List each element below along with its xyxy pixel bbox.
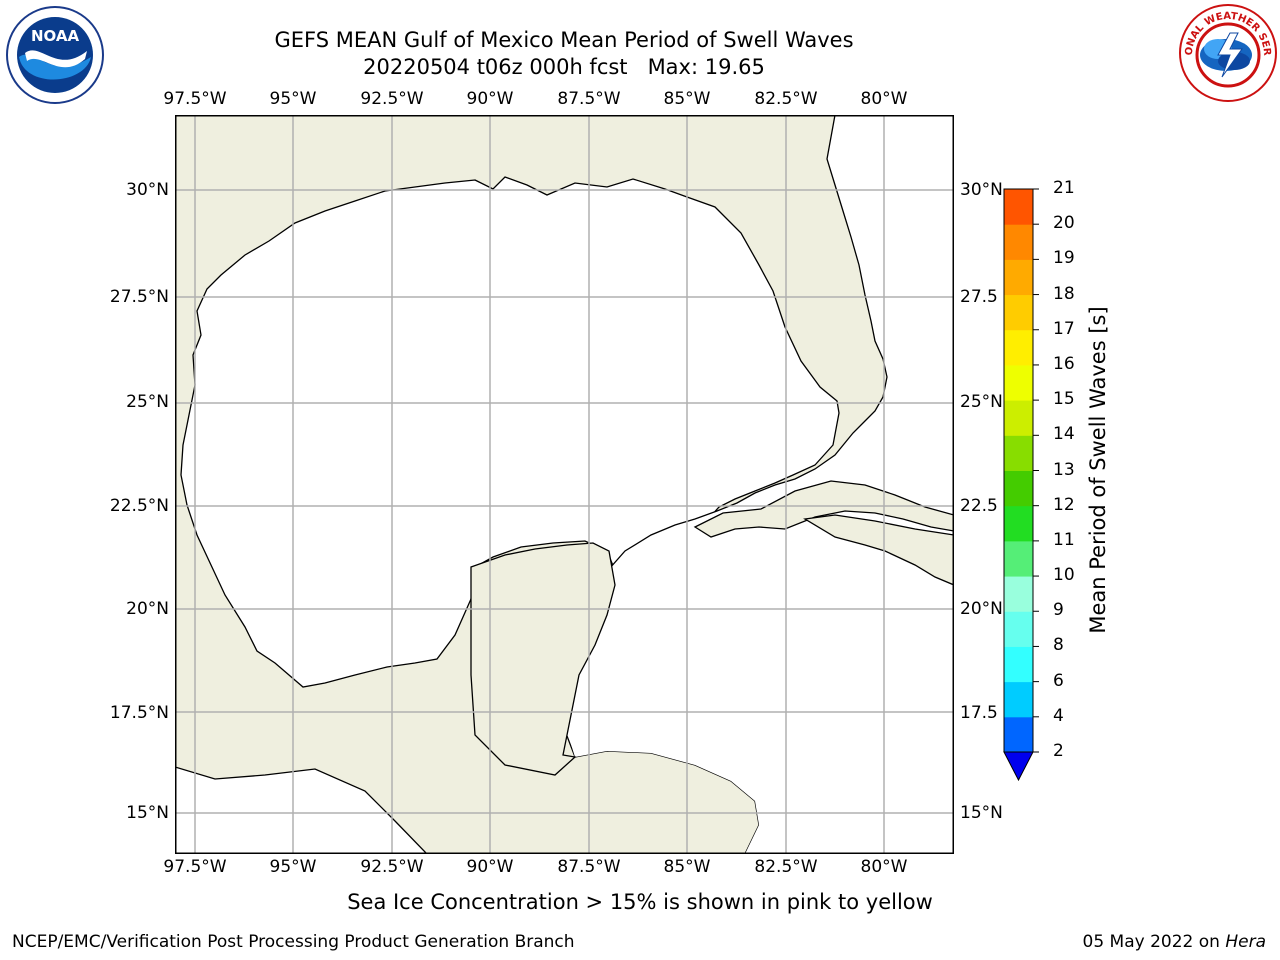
lat-tick-label: 15°N bbox=[960, 803, 1003, 823]
lat-tick-label: 30°N bbox=[960, 180, 1003, 200]
colorbar-band bbox=[1004, 329, 1033, 366]
colorbar-tick-label: 16 bbox=[1053, 353, 1075, 374]
lon-tick-label: 95°W bbox=[269, 89, 317, 109]
atlantic-caribbean-water bbox=[554, 115, 954, 854]
footer-left: NCEP/EMC/Verification Post Processing Pr… bbox=[12, 932, 575, 952]
colorbar-band bbox=[1004, 681, 1033, 718]
lon-tick-label: 85°W bbox=[663, 857, 711, 877]
pacific-water bbox=[175, 766, 428, 854]
lat-tick-label: 15°N bbox=[126, 803, 169, 823]
map-panel bbox=[175, 115, 954, 854]
colorbar-band bbox=[1004, 540, 1033, 577]
colorbar-tick-label: 20 bbox=[1053, 213, 1075, 234]
colorbar-band bbox=[1004, 470, 1033, 507]
lat-tick-label: 27.5 bbox=[960, 287, 998, 307]
lat-tick-label: 20°N bbox=[126, 599, 169, 619]
colorbar-band bbox=[1004, 646, 1033, 683]
lon-tick-label: 87.5°W bbox=[557, 89, 621, 109]
colorbar-tick-label: 2 bbox=[1053, 741, 1064, 761]
lon-tick-label: 82.5°W bbox=[754, 89, 818, 109]
title-line-1: GEFS MEAN Gulf of Mexico Mean Period of … bbox=[274, 28, 854, 52]
colorbar-band bbox=[1004, 364, 1033, 401]
colorbar-band bbox=[1004, 294, 1033, 331]
caribbean-basin bbox=[555, 675, 954, 854]
noaa-logo-icon: NOAA bbox=[6, 6, 104, 104]
cuba-island bbox=[693, 480, 954, 538]
colorbar-tick-label: 4 bbox=[1053, 705, 1064, 726]
footer-host: Hera bbox=[1225, 932, 1266, 952]
lat-tick-label: 27.5°N bbox=[109, 287, 169, 307]
colorbar-tick-label: 18 bbox=[1053, 283, 1075, 304]
colorbar-band bbox=[1004, 716, 1033, 753]
lon-tick-label: 97.5°W bbox=[163, 89, 227, 109]
colorbar-band bbox=[1004, 259, 1033, 296]
lon-tick-label: 90°W bbox=[466, 857, 514, 877]
colorbar-band bbox=[1004, 611, 1033, 647]
colorbar-band bbox=[1004, 505, 1033, 542]
colorbar-tick-label: 11 bbox=[1053, 529, 1075, 550]
lon-tick-label: 90°W bbox=[466, 89, 514, 109]
colorbar-tick-label: 13 bbox=[1053, 459, 1075, 480]
nws-logo-icon: NATIONAL WEATHER SERVICE bbox=[1178, 3, 1277, 102]
colorbar-tick-label: 6 bbox=[1053, 670, 1064, 691]
colorbar-tick-label: 17 bbox=[1053, 318, 1075, 339]
lon-tick-label: 92.5°W bbox=[360, 857, 424, 877]
footer-right: 05 May 2022 on Hera bbox=[1083, 932, 1267, 952]
colorbar-band bbox=[1004, 400, 1033, 436]
lat-tick-label: 22.5 bbox=[960, 496, 998, 516]
sea-ice-caption-text: Sea Ice Concentration > 15% is shown in … bbox=[347, 890, 933, 914]
colorbar-band bbox=[1004, 576, 1033, 612]
title-line-2: 20220504 t06z 000h fcst Max: 19.65 bbox=[363, 55, 765, 79]
graticule bbox=[175, 115, 954, 854]
lat-tick-label: 22.5°N bbox=[109, 496, 169, 516]
hispaniola-island bbox=[803, 514, 954, 586]
lat-tick-label: 25°N bbox=[126, 392, 169, 412]
colorbar-band bbox=[1004, 435, 1033, 471]
colorbar-tick-label: 19 bbox=[1053, 248, 1075, 269]
lon-tick-label: 87.5°W bbox=[557, 857, 621, 877]
footer-date: 05 May 2022 on bbox=[1082, 932, 1226, 952]
colorbar-band bbox=[1004, 189, 1033, 225]
lon-tick-label: 97.5°W bbox=[163, 857, 227, 877]
colorbar-label: Mean Period of Swell Waves [s] bbox=[1086, 306, 1110, 634]
lon-tick-label: 82.5°W bbox=[754, 857, 818, 877]
colorbar-tick-label: 8 bbox=[1053, 635, 1064, 656]
lat-tick-label: 30°N bbox=[126, 180, 169, 200]
map-frame bbox=[175, 115, 954, 854]
lon-tick-label: 95°W bbox=[269, 857, 317, 877]
lon-tick-label: 92.5°W bbox=[360, 89, 424, 109]
colorbar-tick-label: 14 bbox=[1053, 424, 1075, 445]
lat-tick-label: 25°N bbox=[960, 392, 1003, 412]
colorbar bbox=[1003, 188, 1039, 782]
colorbar-under-triangle bbox=[1003, 751, 1034, 782]
sea-ice-caption: Sea Ice Concentration > 15% is shown in … bbox=[0, 890, 1280, 914]
lon-tick-label: 85°W bbox=[663, 89, 711, 109]
lat-tick-label: 20°N bbox=[960, 599, 1003, 619]
lon-tick-label: 80°W bbox=[860, 857, 908, 877]
colorbar-tick-label: 21 bbox=[1053, 178, 1075, 198]
lat-tick-label: 17.5°N bbox=[109, 703, 169, 723]
lon-tick-label: 80°W bbox=[860, 89, 908, 109]
colorbar-tick-label: 9 bbox=[1053, 600, 1064, 621]
colorbar-tick-label: 15 bbox=[1053, 389, 1075, 410]
yucatan-peninsula bbox=[470, 542, 616, 776]
colorbar-tick-label: 12 bbox=[1053, 494, 1075, 515]
noaa-logo-text: NOAA bbox=[31, 27, 80, 45]
lat-tick-label: 17.5 bbox=[960, 703, 998, 723]
colorbar-band bbox=[1004, 224, 1033, 260]
colorbar-tick-label: 10 bbox=[1053, 565, 1075, 586]
